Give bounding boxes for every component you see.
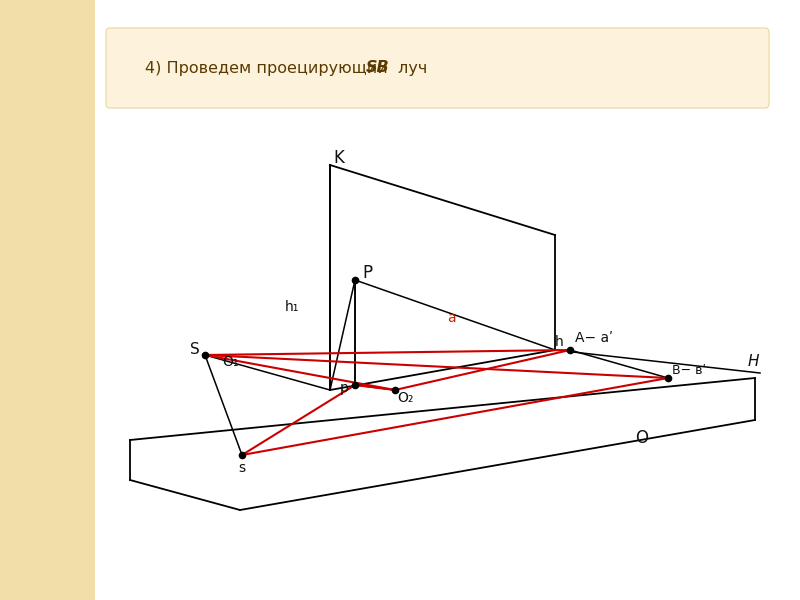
Text: A− aʹ: A− aʹ (575, 331, 613, 345)
Text: P: P (362, 264, 372, 282)
Text: 4) Проведем проецирующии  луч: 4) Проведем проецирующии луч (145, 61, 438, 76)
Text: B− вʹ: B− вʹ (672, 364, 706, 377)
Text: O₂: O₂ (397, 391, 414, 405)
Text: h: h (555, 335, 564, 349)
Text: h₁: h₁ (285, 300, 299, 314)
Text: K: K (333, 149, 344, 167)
Text: p: p (340, 381, 349, 395)
Text: a: a (447, 311, 456, 325)
Text: SB: SB (366, 61, 390, 76)
Text: O₁: O₁ (222, 355, 238, 369)
Bar (0, 0, 95, 600)
FancyBboxPatch shape (106, 28, 769, 108)
Text: s: s (238, 461, 245, 475)
Text: O: O (635, 429, 648, 447)
Text: S: S (190, 343, 200, 358)
Text: Н: Н (748, 355, 759, 370)
